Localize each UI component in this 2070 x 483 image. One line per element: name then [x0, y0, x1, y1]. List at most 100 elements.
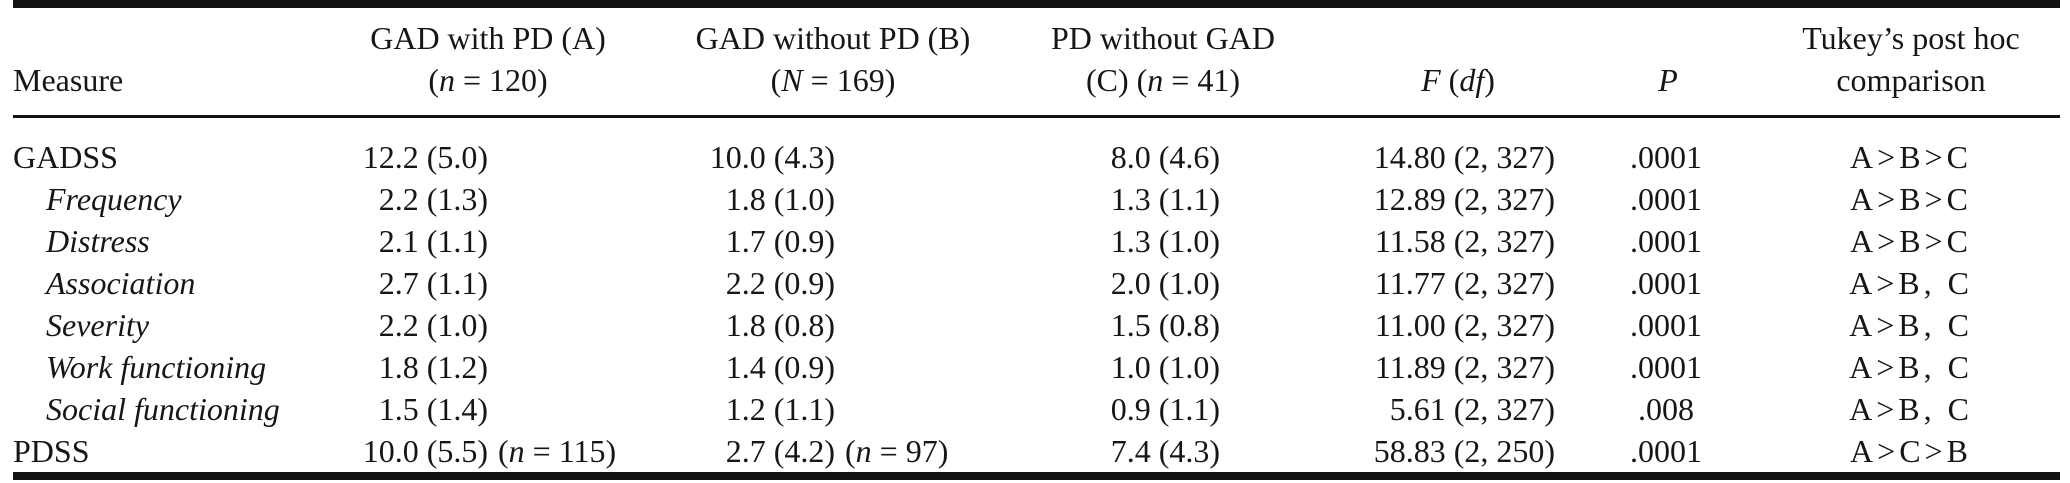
table-row: Frequency 2.2 (1.3) 1.8 (1.0) 1.3 (1.1) …: [0, 178, 2070, 220]
group-b-cell: 10.0 (4.3): [488, 136, 835, 178]
table-body: GADSS 12.2 (5.0) 10.0 (4.3) 8.0 (4.6) 14…: [0, 118, 2070, 472]
group-a-cell: 1.8 (1.2): [250, 346, 488, 388]
mean-sd-value: 1.2 (1.1): [725, 391, 835, 427]
group-c-cell: 2.0 (1.0): [1110, 265, 1220, 301]
mean-sd-value: 2.2 (1.0): [378, 307, 488, 343]
group-c-cell: 7.4 (4.3): [1110, 433, 1220, 469]
measure-cell: PDSS: [13, 433, 90, 469]
tukey-cell: A>B>C: [1850, 223, 1972, 259]
table-row: GADSS 12.2 (5.0) 10.0 (4.3) 8.0 (4.6) 14…: [0, 136, 2070, 178]
table-row: Association 2.7 (1.1) 2.2 (0.9) 2.0 (1.0…: [0, 262, 2070, 304]
tukey-cell: A>B>C: [1850, 139, 1972, 175]
table-header: Measure GAD with PD (A) (n = 120) GAD wi…: [0, 8, 2070, 115]
column-header-pd-without-gad: PD without GAD (C) (n = 41): [1051, 17, 1275, 101]
f-statistic-cell: 11.89 (2, 327): [1374, 349, 1555, 385]
p-value-cell: .0001: [1630, 223, 1702, 259]
mean-sd-value: 12.2 (5.0): [362, 139, 488, 175]
mean-sd-value: 1.8 (0.8): [725, 307, 835, 343]
measure-cell: Work functioning: [46, 349, 267, 385]
measure-cell: Social functioning: [46, 391, 280, 427]
group-c-cell: 1.3 (1.1): [1110, 181, 1220, 217]
table-row: Severity 2.2 (1.0) 1.8 (0.8) 1.5 (0.8) 1…: [0, 304, 2070, 346]
measure-cell: Frequency: [46, 181, 182, 217]
column-header-p: P: [1658, 59, 1678, 101]
f-statistic-cell: 58.83 (2, 250): [1373, 433, 1555, 469]
measure-cell: Association: [46, 265, 196, 301]
p-value-cell: .0001: [1630, 307, 1702, 343]
measure-cell: Distress: [46, 223, 150, 259]
f-statistic-cell: 12.89 (2, 327): [1373, 181, 1555, 217]
group-a-cell: 2.2 (1.0): [250, 304, 488, 346]
table-row: Distress 2.1 (1.1) 1.7 (0.9) 1.3 (1.0) 1…: [0, 220, 2070, 262]
group-a-cell: 1.5 (1.4): [250, 388, 488, 430]
mean-sd-value: 2.7 (4.2): [725, 433, 835, 469]
header-line: GAD with PD (A): [370, 20, 606, 56]
bottom-rule: [13, 472, 2060, 480]
header-line: Tukey’s post hoc: [1802, 20, 2020, 56]
header-line: GAD without PD (B): [695, 20, 971, 56]
group-b-cell: 1.4 (0.9): [488, 346, 835, 388]
mean-sd-value: 1.8 (1.0): [725, 181, 835, 217]
sample-size-note: (n = 97): [845, 433, 949, 469]
header-line: P: [1658, 62, 1678, 98]
header-line: F (df): [1421, 62, 1495, 98]
tukey-cell: A>B, C: [1849, 391, 1973, 427]
column-header-gad-without-pd: GAD without PD (B) (N = 169): [696, 17, 971, 101]
tukey-cell: A>B, C: [1849, 265, 1973, 301]
header-line: (C) (n = 41): [1085, 62, 1241, 98]
p-value-cell: .008: [1638, 391, 1694, 427]
group-c-cell: 0.9 (1.1): [1110, 391, 1220, 427]
f-statistic-cell: 5.61 (2, 327): [1389, 391, 1555, 427]
tukey-cell: A>B, C: [1849, 307, 1973, 343]
group-b-cell: 2.7 (4.2) (n = 97): [488, 430, 949, 472]
group-a-cell: 2.2 (1.3): [250, 178, 488, 220]
header-line: (N = 169): [770, 62, 896, 98]
mean-sd-value: 2.7 (1.1): [378, 265, 488, 301]
mean-sd-value: 2.2 (1.3): [378, 181, 488, 217]
group-c-cell: 8.0 (4.6): [1110, 139, 1220, 175]
table-row: Social functioning 1.5 (1.4) 1.2 (1.1) 0…: [0, 388, 2070, 430]
tukey-cell: A>B, C: [1849, 349, 1973, 385]
measure-cell: GADSS: [13, 139, 118, 175]
f-statistic-cell: 14.80 (2, 327): [1373, 139, 1555, 175]
group-b-cell: 1.7 (0.9): [488, 220, 835, 262]
tukey-cell: A>B>C: [1850, 181, 1972, 217]
column-header-f-df: F (df): [1421, 59, 1495, 101]
header-line: PD without GAD: [1050, 20, 1276, 56]
group-c-cell: 1.3 (1.0): [1110, 223, 1220, 259]
table-row: PDSS 10.0 (5.5) (n = 115) 2.7 (4.2) (n =…: [0, 430, 2070, 472]
p-value-cell: .0001: [1630, 181, 1702, 217]
mean-sd-value: 10.0 (4.3): [709, 139, 835, 175]
group-b-cell: 2.2 (0.9): [488, 262, 835, 304]
column-header-tukey: Tukey’s post hoc comparison: [1802, 17, 2020, 101]
header-line: (n = 120): [428, 62, 548, 98]
group-c-cell: 1.5 (0.8): [1110, 307, 1220, 343]
column-header-gad-with-pd: GAD with PD (A) (n = 120): [370, 17, 606, 101]
header-separator-rule: [13, 115, 2060, 118]
table-row: Work functioning 1.8 (1.2) 1.4 (0.9) 1.0…: [0, 346, 2070, 388]
mean-sd-value: 2.1 (1.1): [378, 223, 488, 259]
group-c-cell: 1.0 (1.0): [1110, 349, 1220, 385]
mean-sd-value: 1.8 (1.2): [378, 349, 488, 385]
mean-sd-value: 2.2 (0.9): [725, 265, 835, 301]
mean-sd-value: 1.7 (0.9): [725, 223, 835, 259]
column-header-measure: Measure: [13, 62, 124, 98]
header-line: comparison: [1836, 62, 1986, 98]
sample-size-note: (n = 115): [498, 433, 617, 469]
group-b-cell: 1.8 (0.8): [488, 304, 835, 346]
group-a-cell: 2.1 (1.1): [250, 220, 488, 262]
tukey-cell: A>C>B: [1850, 433, 1972, 469]
group-a-cell: 10.0 (5.5) (n = 115): [250, 430, 616, 472]
mean-sd-value: 1.4 (0.9): [725, 349, 835, 385]
p-value-cell: .0001: [1630, 349, 1702, 385]
f-statistic-cell: 11.58 (2, 327): [1374, 223, 1555, 259]
f-statistic-cell: 11.00 (2, 327): [1374, 307, 1555, 343]
group-b-cell: 1.2 (1.1): [488, 388, 835, 430]
p-value-cell: .0001: [1630, 139, 1702, 175]
mean-sd-value: 10.0 (5.5): [362, 433, 488, 469]
p-value-cell: .0001: [1630, 265, 1702, 301]
group-a-cell: 12.2 (5.0): [250, 136, 488, 178]
group-a-cell: 2.7 (1.1): [250, 262, 488, 304]
group-b-cell: 1.8 (1.0): [488, 178, 835, 220]
